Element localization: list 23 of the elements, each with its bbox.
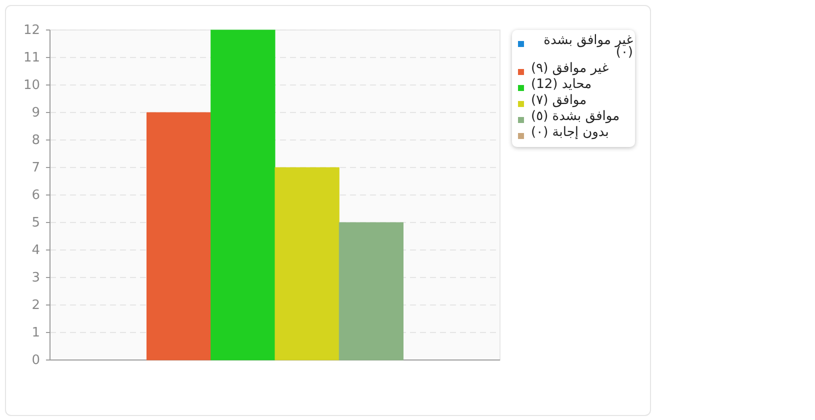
bar — [338, 222, 404, 360]
y-tick-label: 12 — [23, 23, 40, 38]
y-tick-label: 6 — [32, 188, 40, 203]
legend-label: غير موافق بشدة (٠) — [542, 33, 633, 60]
bar — [274, 167, 340, 360]
y-tick-label: 2 — [32, 298, 40, 313]
y-tick-label: 1 — [32, 326, 40, 340]
bar — [146, 112, 212, 360]
y-tick-label: 11 — [23, 50, 40, 66]
y-tick-label: 4 — [32, 243, 40, 258]
y-tick-label: 10 — [23, 78, 40, 93]
y-tick-label: 8 — [32, 133, 40, 148]
y-tick-label: 0 — [32, 353, 40, 368]
legend-label: موافق بشدة (٥) — [531, 109, 620, 124]
y-tick-label: 3 — [32, 270, 40, 286]
y-tick-label: 7 — [32, 160, 40, 176]
y-tick-label: 5 — [32, 216, 40, 230]
legend-label: محايد (12) — [531, 77, 592, 92]
legend-label: غير موافق (٩) — [531, 61, 609, 76]
legend-label: موافق (٧) — [531, 93, 587, 108]
bar — [210, 30, 276, 360]
y-tick-label: 9 — [32, 106, 40, 120]
legend-label: بدون إجابة (٠) — [531, 125, 609, 140]
